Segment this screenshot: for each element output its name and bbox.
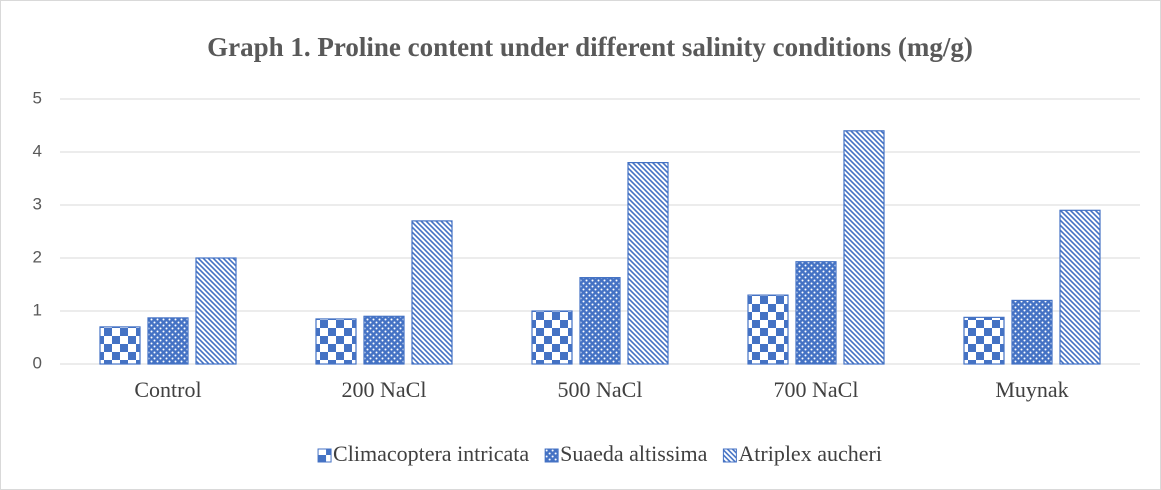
bar [795, 261, 837, 365]
y-tick-label: 5 [33, 88, 42, 107]
y-tick-label: 4 [33, 141, 42, 160]
bar [843, 130, 885, 365]
x-tick-label: 700 NaCl [774, 377, 859, 402]
legend-item: Climacoptera intricata [317, 441, 529, 466]
y-tick-label: 3 [33, 194, 42, 213]
bar [99, 326, 141, 365]
legend-label: Climacoptera intricata [333, 441, 529, 466]
x-tick-label: 200 NaCl [342, 377, 427, 402]
legend-swatch [722, 448, 737, 463]
bar [363, 315, 405, 365]
x-tick-label: Muynak [995, 377, 1068, 402]
legend-label: Suaeda altissima [560, 441, 707, 466]
x-tick-label: Control [134, 377, 201, 402]
bar [627, 162, 669, 365]
legend-item: Suaeda altissima [544, 441, 708, 466]
x-tick-label: 500 NaCl [558, 377, 643, 402]
y-tick-label: 0 [33, 353, 42, 372]
bar [531, 310, 573, 365]
legend-label: Atriplex aucheri [738, 441, 882, 466]
y-tick-label: 1 [33, 300, 42, 319]
bar [411, 220, 453, 365]
legend-swatch [317, 448, 332, 463]
bar [747, 294, 789, 365]
legend-swatch [544, 448, 559, 463]
bar [1059, 209, 1101, 365]
bar [1011, 299, 1053, 365]
legend-item: Atriplex aucheri [722, 441, 882, 466]
bar [195, 257, 237, 365]
bar [579, 277, 621, 365]
bar [147, 317, 189, 365]
bar [963, 316, 1005, 365]
y-tick-label: 2 [33, 247, 42, 266]
chart-title: Graph 1. Proline content under different… [207, 32, 973, 62]
bar [315, 318, 357, 365]
